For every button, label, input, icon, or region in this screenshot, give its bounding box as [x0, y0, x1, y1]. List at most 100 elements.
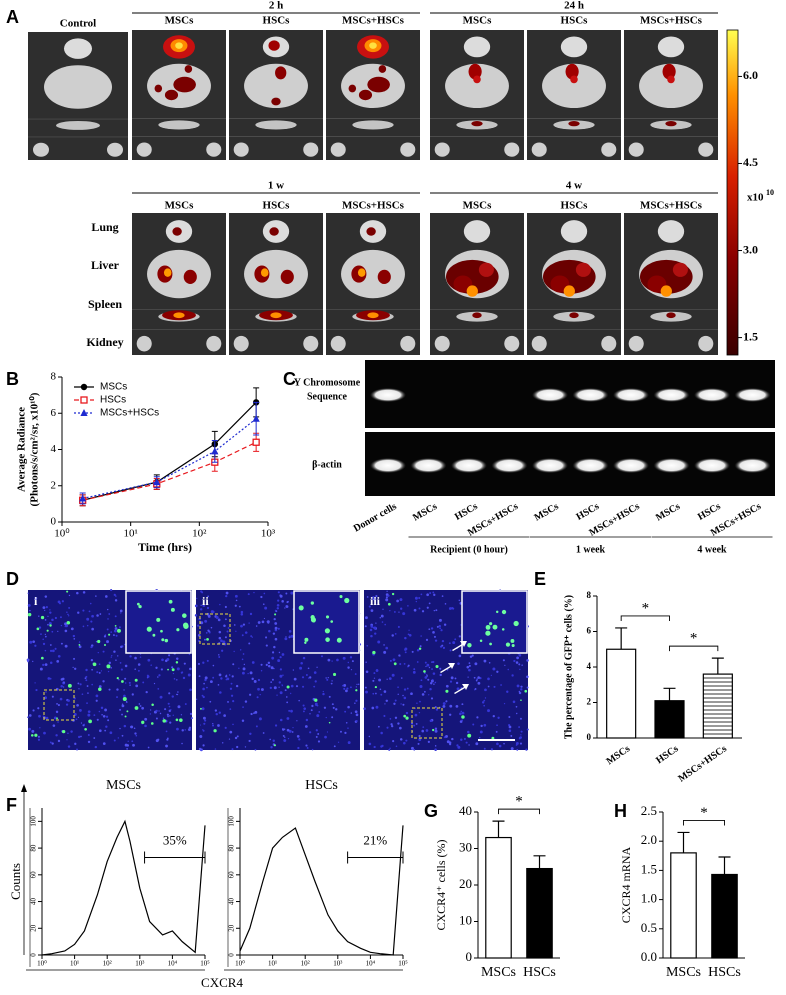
mouse-image — [527, 213, 621, 355]
group-label: 4 week — [697, 544, 727, 555]
nucleus — [121, 703, 124, 705]
nucleus — [328, 695, 331, 698]
nucleus — [42, 663, 45, 667]
signal — [269, 227, 279, 236]
nucleus — [83, 723, 86, 726]
nucleus — [372, 596, 375, 599]
series-line — [82, 441, 257, 501]
gel-band — [491, 458, 528, 473]
nucleus — [241, 634, 244, 637]
nucleus — [483, 699, 486, 702]
nucleus — [155, 717, 158, 720]
signal — [662, 63, 676, 80]
nucleus — [347, 727, 349, 729]
nucleus — [158, 710, 160, 712]
nucleus — [475, 742, 479, 746]
nucleus — [274, 637, 278, 641]
nucleus — [95, 595, 97, 597]
nucleus — [460, 710, 463, 713]
nucleus — [286, 728, 290, 732]
nucleus — [147, 746, 150, 749]
nucleus — [219, 603, 221, 606]
nucleus — [475, 679, 478, 682]
nucleus — [87, 692, 89, 694]
nucleus — [303, 707, 307, 710]
nucleus — [375, 669, 379, 672]
nucleus — [129, 726, 132, 728]
organ-liver — [445, 63, 509, 108]
nucleus — [281, 685, 284, 687]
x-tick-label: 10¹ — [124, 528, 138, 540]
nucleus — [76, 703, 79, 707]
nucleus — [135, 734, 138, 737]
nucleus — [389, 610, 391, 612]
region-box — [43, 689, 75, 721]
gfp-cell — [156, 617, 161, 622]
nucleus — [49, 741, 52, 744]
nucleus — [399, 663, 402, 666]
nucleus — [463, 737, 466, 740]
gfp-cell — [88, 719, 92, 724]
nucleus — [217, 618, 221, 622]
nucleus — [457, 662, 460, 665]
gfp-cell — [391, 592, 395, 596]
nucleus — [315, 704, 317, 707]
nucleus — [65, 703, 69, 706]
nucleus — [448, 607, 452, 610]
nucleus — [384, 623, 386, 626]
organ-liver — [639, 63, 703, 108]
nucleus — [473, 676, 476, 679]
nucleus — [82, 609, 85, 612]
nucleus — [477, 681, 481, 685]
nucleus — [99, 613, 102, 615]
nucleus — [182, 676, 186, 680]
nucleus — [403, 696, 407, 700]
row-label: Sequence — [307, 391, 348, 402]
nucleus — [394, 716, 398, 719]
error-bar — [711, 657, 724, 675]
nucleus — [387, 594, 390, 597]
nucleus — [168, 705, 171, 708]
nucleus — [420, 679, 423, 682]
gfp-cell — [182, 613, 187, 618]
nucleus — [281, 600, 284, 603]
nucleus — [68, 615, 70, 617]
gfp-cell — [495, 610, 499, 614]
nucleus — [204, 619, 208, 623]
nucleus — [138, 703, 141, 705]
gate — [347, 851, 404, 864]
nucleus — [504, 664, 506, 666]
y-tick-label: 8 — [587, 590, 592, 600]
nucleus — [73, 657, 76, 660]
nucleus — [164, 708, 167, 711]
nucleus — [52, 649, 55, 653]
nucleus — [345, 689, 348, 693]
nucleus — [291, 731, 294, 733]
nucleus — [459, 712, 462, 716]
gfp-cell — [98, 687, 102, 692]
nucleus — [347, 741, 351, 744]
nucleus — [388, 677, 392, 680]
nucleus — [392, 658, 396, 662]
x-axis-label: Time (hrs) — [138, 540, 192, 554]
nucleus — [421, 610, 425, 613]
gfp-cell — [121, 680, 124, 683]
signal — [377, 269, 391, 284]
nucleus — [495, 730, 498, 733]
error-bar — [615, 627, 628, 650]
x-tick-label: 10² — [192, 528, 207, 540]
nucleus — [54, 647, 57, 650]
nucleus — [483, 723, 487, 727]
x-tick-label: MSCs — [666, 965, 701, 980]
nucleus — [377, 640, 381, 644]
nucleus — [102, 714, 106, 718]
nucleus — [60, 624, 63, 627]
nucleus — [425, 638, 429, 642]
nucleus — [49, 644, 52, 646]
gfp-cell — [304, 641, 307, 644]
organ-kidney — [504, 335, 520, 352]
mouse-image — [326, 213, 420, 355]
nucleus — [200, 608, 203, 611]
y-tick-label: 30 — [459, 839, 472, 854]
nucleus — [222, 640, 226, 644]
